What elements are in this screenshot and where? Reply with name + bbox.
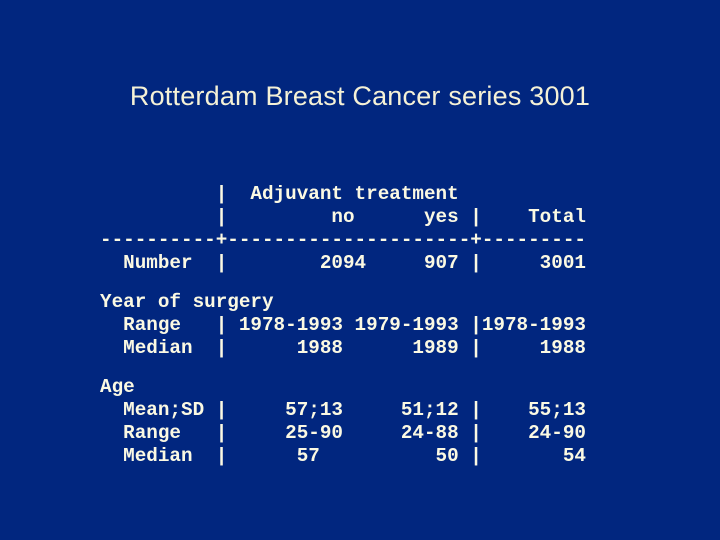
table-block-adjuvant-treatment: | Adjuvant treatment | no yes | Total --… [100, 183, 586, 274]
table-block-age: Age Mean;SD | 57;13 51;12 | 55;13 Range … [100, 376, 586, 467]
table-block-year-of-surgery: Year of surgery Range | 1978-1993 1979-1… [100, 291, 586, 359]
slide-title: Rotterdam Breast Cancer series 3001 [129, 81, 591, 111]
